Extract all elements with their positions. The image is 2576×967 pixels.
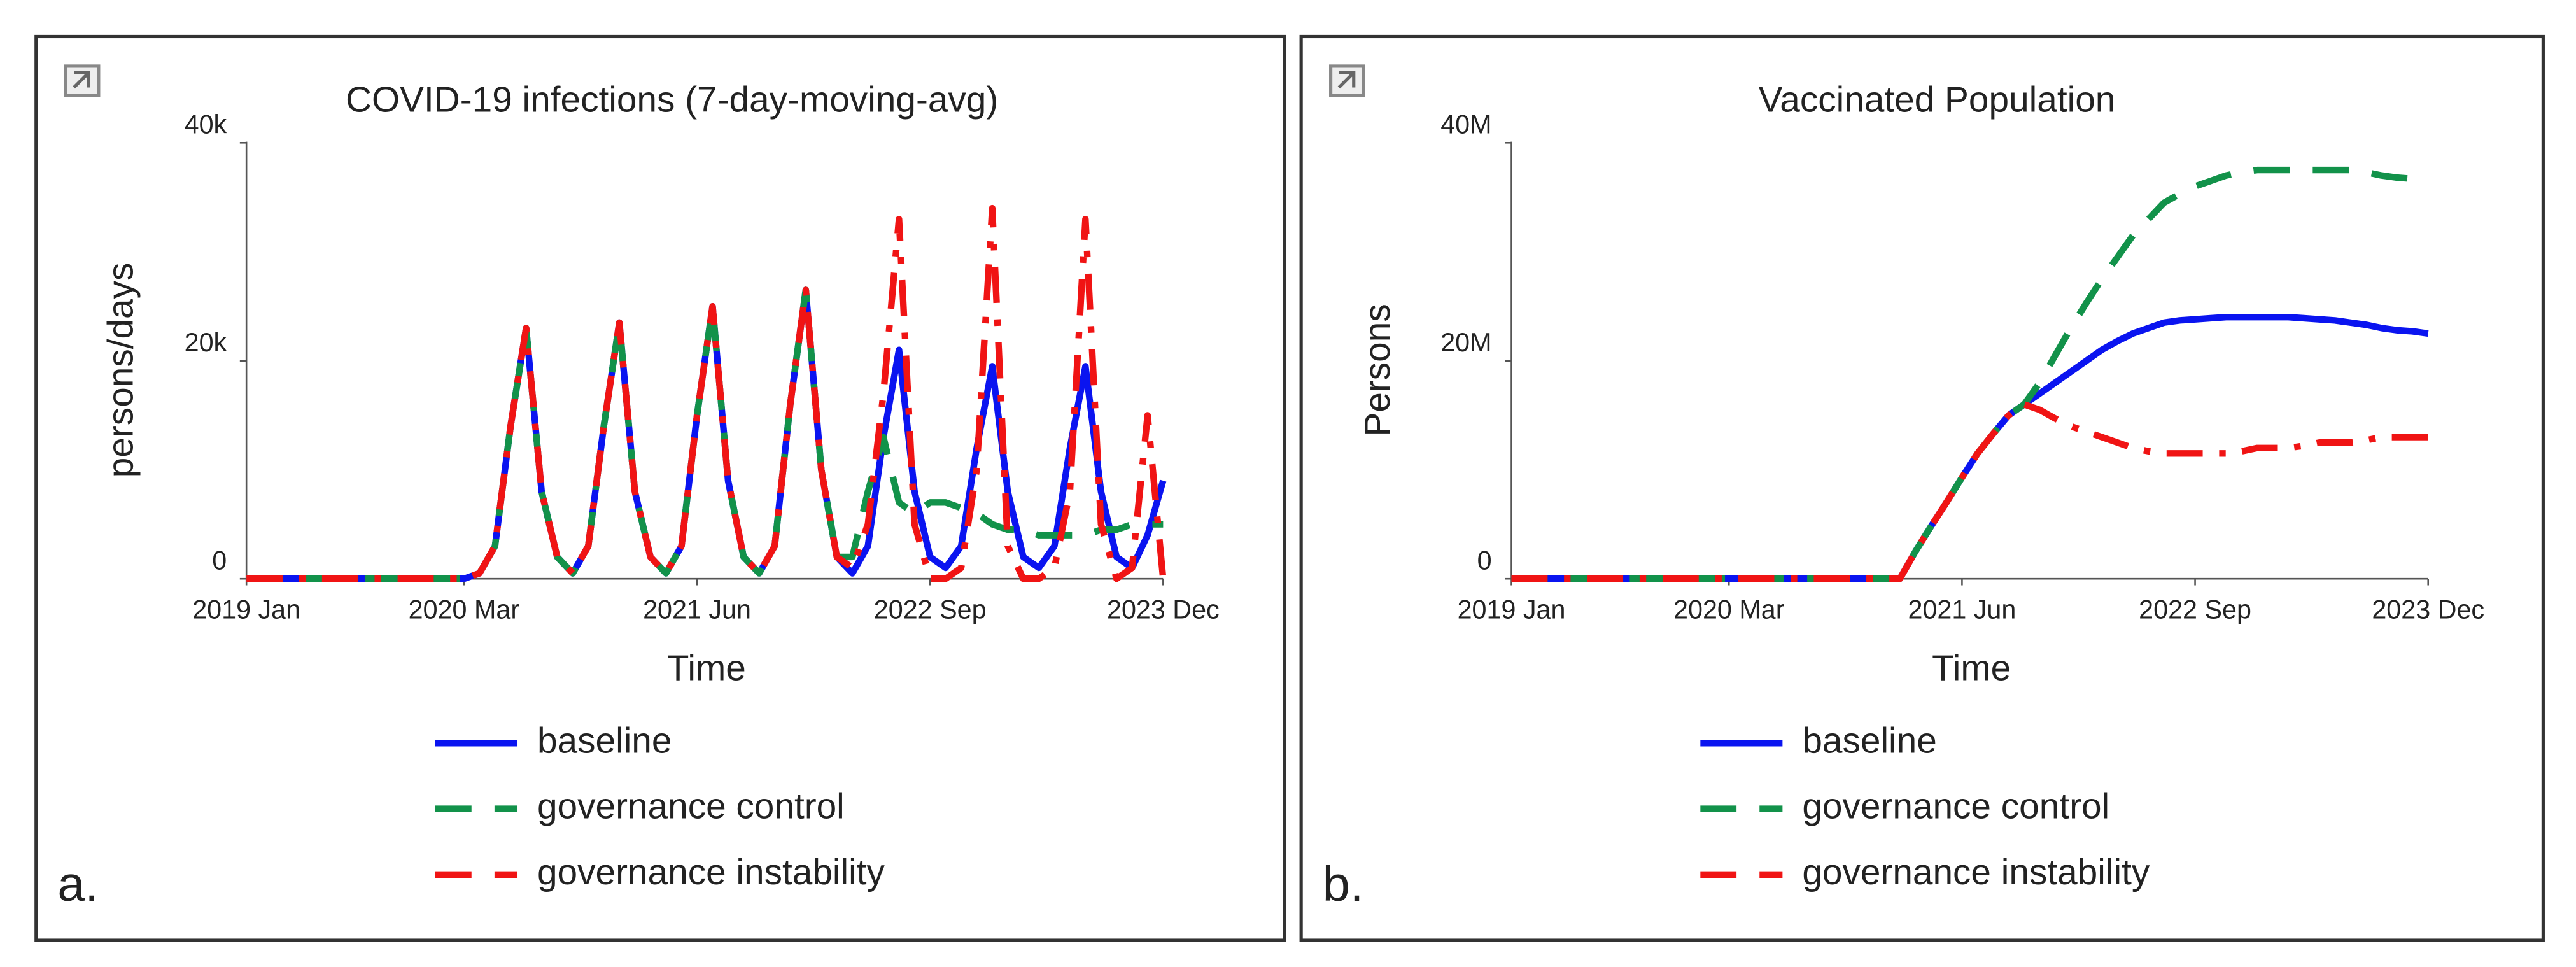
y-tick-label: 20M	[1440, 328, 1491, 357]
legend-label: governance instability	[1802, 852, 2150, 893]
expand-icon[interactable]	[1329, 64, 1365, 97]
expand-icon[interactable]	[64, 64, 101, 97]
panel-label: b.	[1323, 857, 1364, 912]
y-axis-title: persons/days	[101, 263, 141, 478]
panel-frame	[1299, 34, 2545, 942]
x-tick-label: 2022 Sep	[874, 595, 987, 625]
x-axis-title: Time	[667, 649, 746, 689]
legend-label: governance control	[537, 787, 845, 827]
y-tick-label: 40M	[1440, 109, 1491, 139]
x-tick-label: 2020 Mar	[409, 595, 520, 625]
legend-label: governance instability	[537, 852, 885, 893]
x-tick-label: 2019 Jan	[1458, 595, 1566, 625]
panel-frame	[34, 34, 1286, 942]
panel-label: a.	[57, 857, 99, 912]
y-tick-label: 20k	[185, 328, 227, 357]
y-tick-label: 40k	[185, 109, 227, 139]
x-tick-label: 2023 Dec	[1107, 595, 1220, 625]
legend-label: governance control	[1802, 787, 2109, 827]
x-tick-label: 2023 Dec	[2372, 595, 2484, 625]
x-tick-label: 2021 Jun	[643, 595, 751, 625]
legend-label: baseline	[537, 721, 672, 761]
series-line	[246, 204, 1167, 582]
y-tick-label: 0	[212, 546, 227, 575]
y-tick-label: 0	[1477, 546, 1492, 575]
y-axis-title: Persons	[1358, 304, 1398, 436]
x-tick-label: 2022 Sep	[2139, 595, 2251, 625]
x-axis-title: Time	[1932, 649, 2011, 689]
chart-title: COVID-19 infections (7-day-moving-avg)	[346, 80, 998, 120]
x-tick-label: 2020 Mar	[1673, 595, 1785, 625]
x-tick-label: 2021 Jun	[1908, 595, 2016, 625]
x-tick-label: 2019 Jan	[192, 595, 300, 625]
series-line	[1511, 401, 2428, 582]
chart-title: Vaccinated Population	[1759, 80, 2116, 120]
legend-label: baseline	[1802, 721, 1936, 761]
